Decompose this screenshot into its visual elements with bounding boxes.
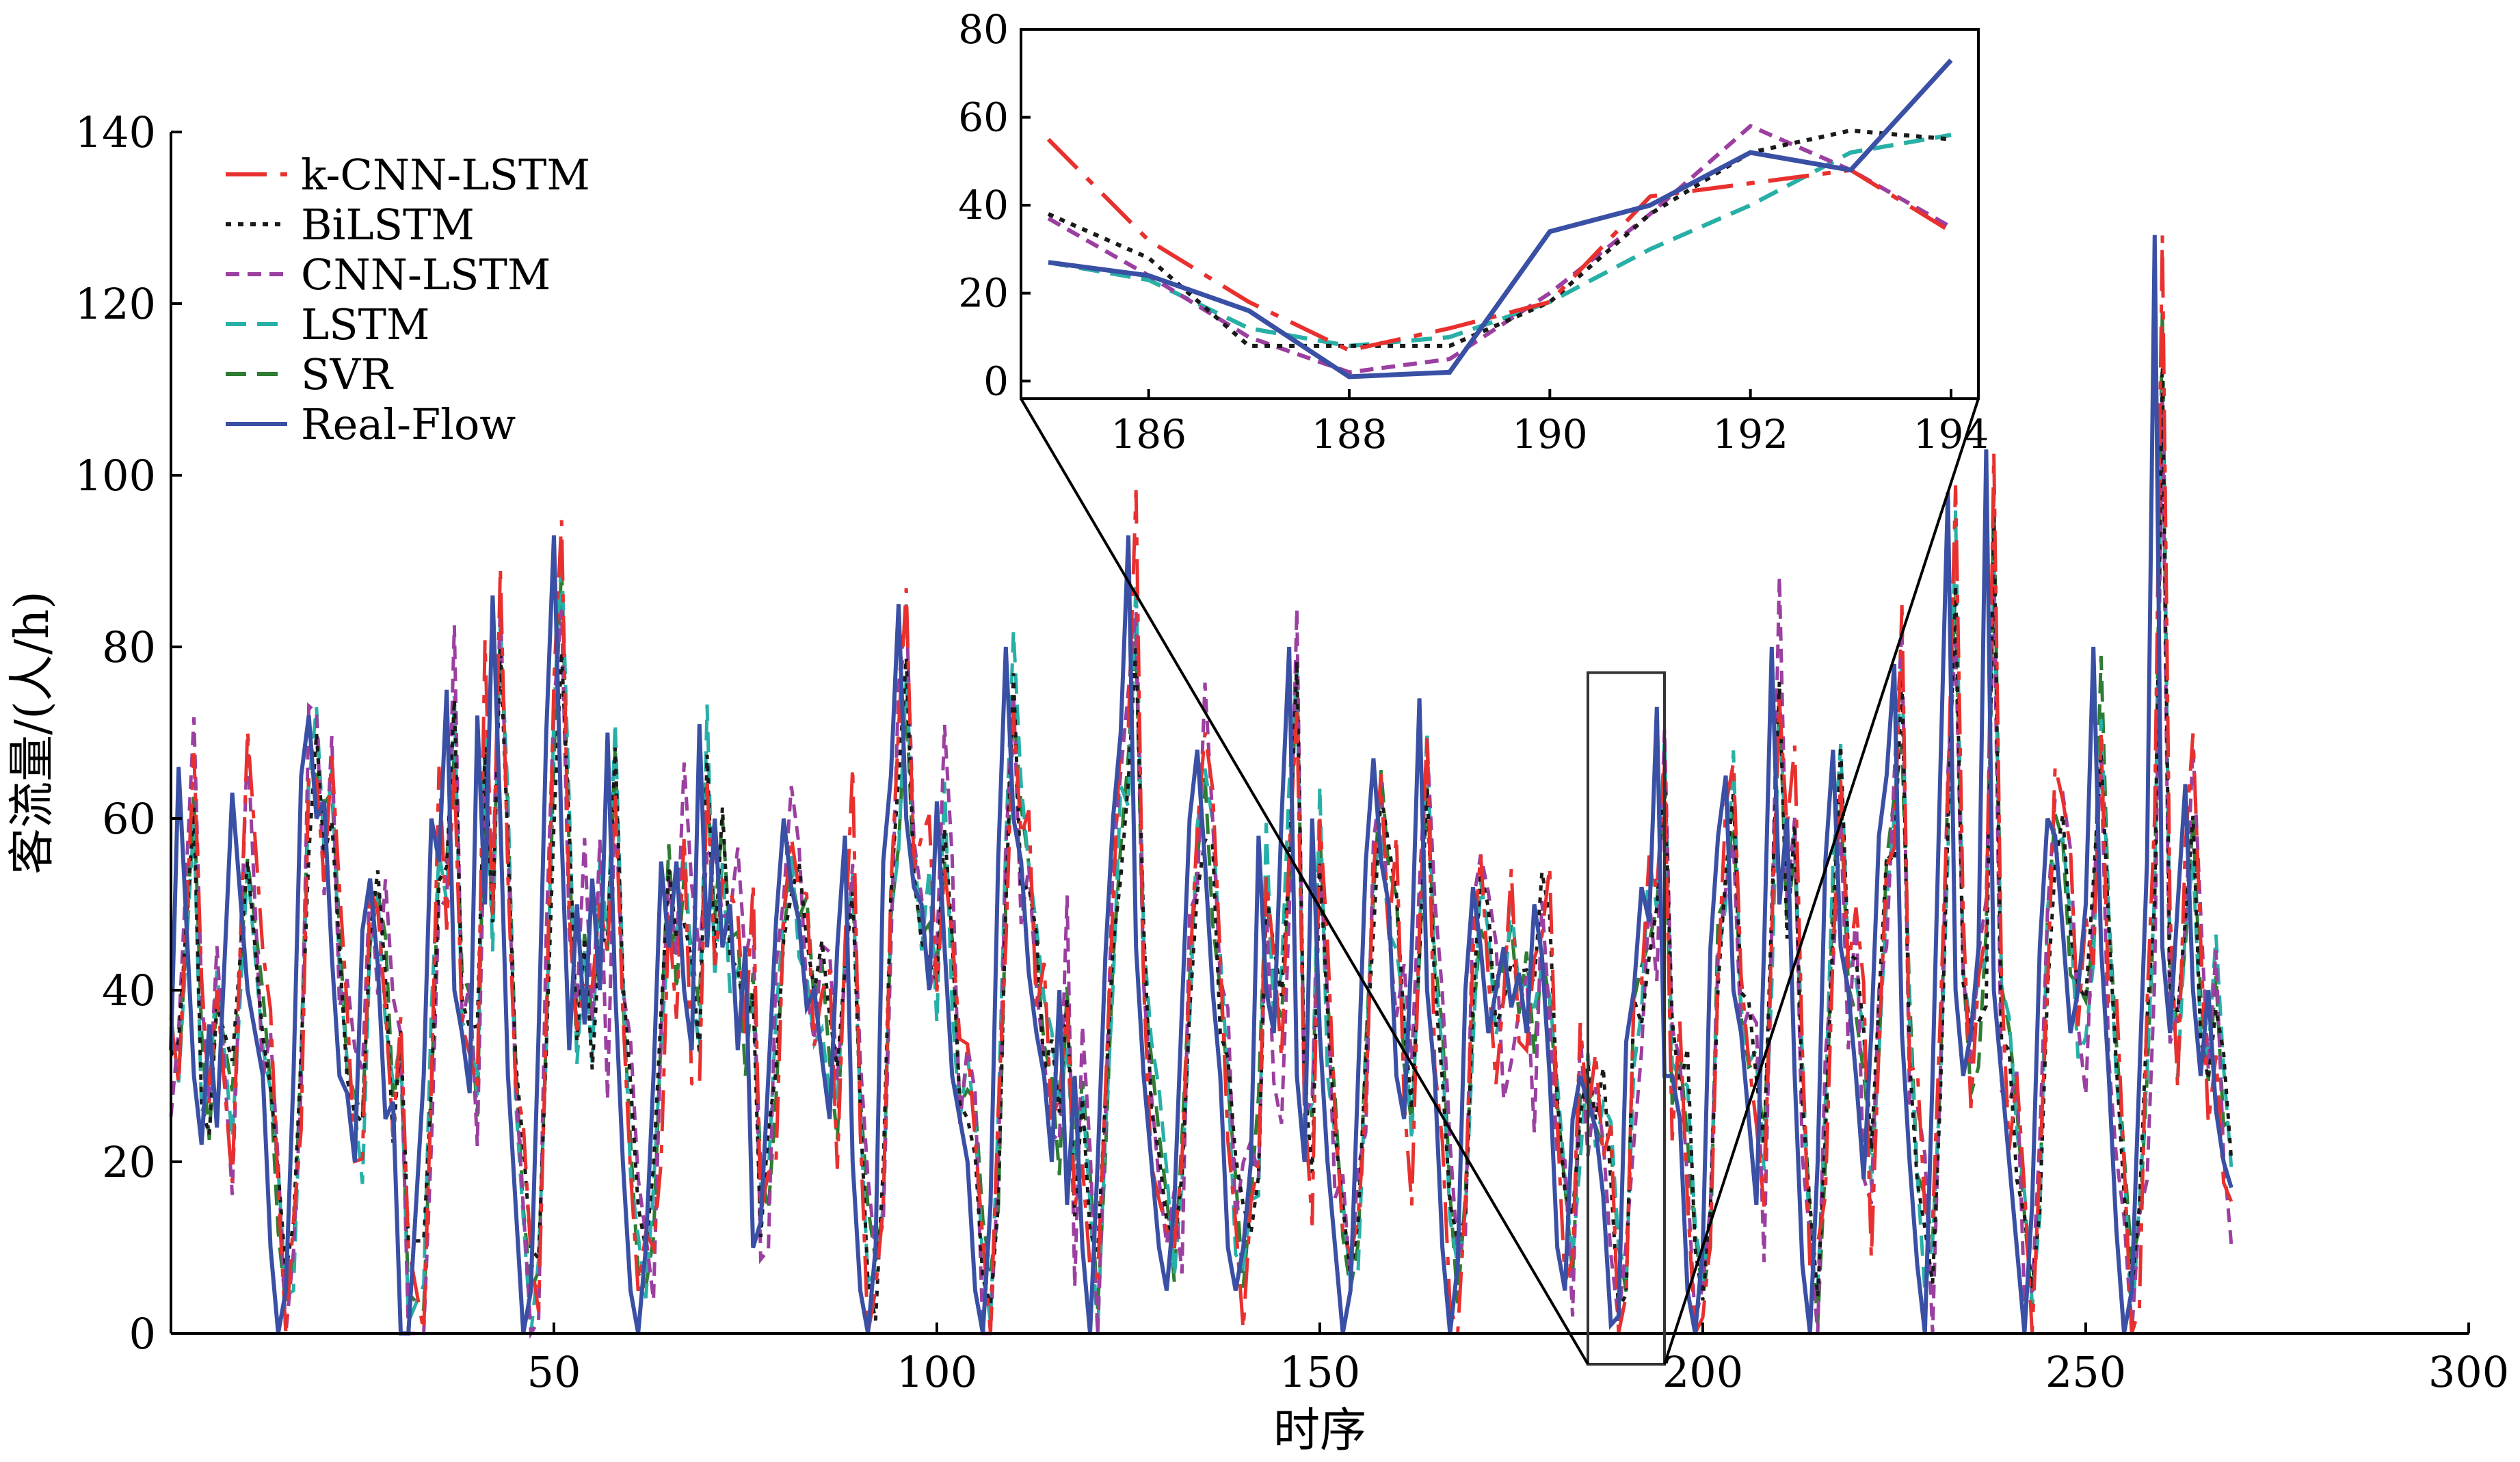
x-tick-label: 300	[2428, 1347, 2509, 1397]
y-tick-label: 0	[129, 1309, 156, 1359]
y-tick-label: 140	[75, 107, 156, 157]
inset-x-tick-label: 188	[1312, 411, 1388, 457]
inset-axes: 186 188 190 192 194 0 20 40 60 80	[958, 6, 1989, 457]
legend-label-bilstm: BiLSTM	[301, 200, 475, 250]
inset-y-tick-label: 0	[983, 358, 1009, 404]
inset-y-tick-label: 80	[958, 6, 1009, 53]
zoom-connector	[1663, 398, 1980, 1365]
series-line-k-cnn-lstm	[169, 235, 2233, 1335]
series-line-cnn-lstm	[169, 392, 2233, 1340]
inset-series-line-real-flow	[1048, 58, 1953, 380]
inset-y-tick-label: 60	[958, 94, 1009, 141]
x-tick-label: 50	[527, 1347, 581, 1397]
y-tick-label: 60	[102, 794, 156, 844]
inset-plot-area: 186 188 190 192 194 0 20 40 60 80	[958, 6, 1989, 457]
inset-x-tick-label: 194	[1913, 411, 1989, 457]
legend-label-real-flow: Real-Flow	[301, 399, 516, 449]
inset-series-line-cnn-lstm	[1047, 123, 1952, 375]
y-tick-label: 20	[102, 1137, 156, 1187]
inset-y-tick-label: 40	[958, 182, 1009, 228]
series-line-bilstm	[169, 360, 2233, 1321]
y-tick-label: 100	[75, 451, 156, 501]
x-tick-label: 200	[1662, 1347, 1743, 1397]
inset-series-lines	[1046, 58, 1953, 380]
x-tick-label: 150	[1279, 1347, 1360, 1397]
series-line-real-flow	[169, 235, 2233, 1335]
y-axis-title: 客流量/(人/h)	[5, 591, 59, 875]
zoom-box	[1587, 671, 1666, 1366]
y-tick-label: 40	[102, 966, 156, 1015]
inset-x-tick-label: 186	[1111, 411, 1186, 457]
x-tick-label: 100	[897, 1347, 977, 1397]
inset-y-tick-label: 20	[958, 270, 1009, 317]
inset-x-tick-label: 192	[1712, 411, 1788, 457]
zoom-connector-lines	[1020, 397, 1980, 1366]
inset-background	[1020, 28, 1980, 400]
y-tick-label: 120	[75, 279, 156, 329]
legend-label-svr: SVR	[301, 349, 394, 399]
inset-series-line-bilstm	[1047, 128, 1952, 348]
inset-x-tick-label: 190	[1512, 411, 1588, 457]
legend-label-cnn-lstm: CNN-LSTM	[301, 250, 551, 300]
zoom-connector	[1020, 397, 1589, 1366]
main-series-lines	[169, 235, 2233, 1340]
legend-label-k-cnn-lstm: k-CNN-LSTM	[301, 150, 590, 200]
legend-label-lstm: LSTM	[301, 300, 429, 349]
x-tick-label: 250	[2045, 1347, 2126, 1397]
x-axis-title: 时序	[1273, 1404, 1366, 1458]
inset-series-line-k-cnn-lstm	[1046, 137, 1952, 353]
y-tick-label: 80	[102, 622, 156, 672]
